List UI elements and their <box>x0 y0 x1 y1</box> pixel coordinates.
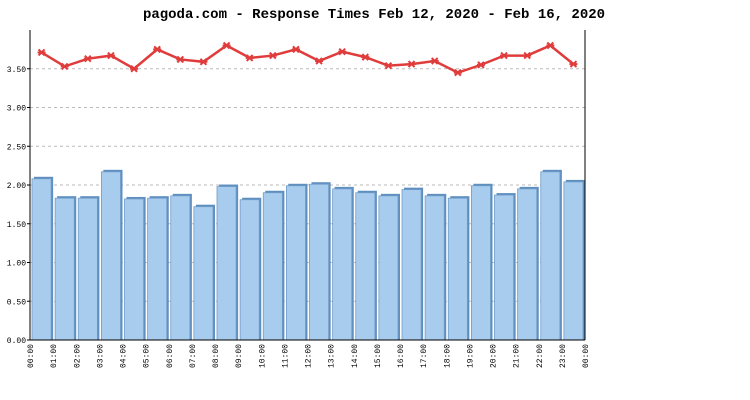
line-point <box>60 62 69 71</box>
chart-title: pagoda.com - Response Times Feb 12, 2020… <box>143 7 605 23</box>
bar <box>378 195 399 341</box>
x-tick-label: 04:00 <box>120 344 129 368</box>
x-tick-label: 01:00 <box>50 344 59 368</box>
y-tick-label: 0.00 <box>7 337 26 346</box>
bar <box>401 189 422 341</box>
x-tick-label: 14:00 <box>351 344 360 368</box>
line-point <box>384 61 393 70</box>
x-tick-label: 12:00 <box>305 344 314 368</box>
line-point <box>245 54 254 62</box>
bar <box>239 199 260 341</box>
bar <box>517 188 538 341</box>
bar <box>100 171 121 341</box>
line-point <box>130 65 139 73</box>
line-point <box>222 41 231 50</box>
line-point <box>453 68 462 77</box>
x-tick-label: 11:00 <box>281 344 290 368</box>
bar <box>447 197 468 341</box>
line-point <box>361 53 370 61</box>
x-tick-label: 13:00 <box>328 344 337 368</box>
line-point <box>268 51 277 60</box>
line-point <box>476 61 485 69</box>
bar <box>332 188 353 341</box>
bar <box>216 186 237 341</box>
line-point <box>569 60 578 68</box>
x-tick-label: 07:00 <box>189 344 198 368</box>
bar <box>262 192 283 341</box>
x-tick-label: 00:00 <box>582 344 591 368</box>
y-tick-label: 2.50 <box>7 143 26 152</box>
y-tick-label: 2.00 <box>7 182 26 191</box>
line-point <box>176 55 185 64</box>
bar <box>147 197 168 341</box>
x-tick-label: 03:00 <box>96 344 105 368</box>
x-tick-label: 23:00 <box>559 344 568 368</box>
x-tick-label: 15:00 <box>374 344 383 368</box>
y-tick-label: 3.50 <box>7 66 26 75</box>
x-tick-label: 02:00 <box>73 344 82 368</box>
y-tick-label: 3.00 <box>7 105 26 114</box>
line-point <box>546 41 555 50</box>
x-tick-label: 08:00 <box>212 344 221 368</box>
line-point <box>523 51 532 60</box>
line-point <box>83 54 92 63</box>
x-tick-label: 06:00 <box>166 344 175 368</box>
bar <box>355 192 376 341</box>
line-point <box>106 51 115 60</box>
line-point <box>199 58 208 66</box>
bar <box>124 198 145 341</box>
bar <box>54 197 75 341</box>
line-point <box>153 45 162 54</box>
y-tick-label: 0.50 <box>7 298 26 307</box>
x-tick-label: 00:00 <box>27 344 36 368</box>
bar <box>470 185 491 341</box>
y-tick-label: 1.00 <box>7 260 26 269</box>
x-tick-label: 16:00 <box>397 344 406 368</box>
bar <box>285 185 306 341</box>
bar <box>494 194 515 341</box>
bar <box>309 183 330 341</box>
line-point <box>291 45 300 54</box>
x-tick-label: 19:00 <box>466 344 475 368</box>
bar <box>77 197 98 341</box>
line-point <box>37 48 46 57</box>
x-tick-label: 22:00 <box>536 344 545 368</box>
x-tick-label: 18:00 <box>443 344 452 368</box>
bar <box>563 181 584 341</box>
bar <box>31 178 52 341</box>
line <box>40 44 575 74</box>
bar <box>424 195 445 341</box>
x-tick-label: 09:00 <box>235 344 244 368</box>
x-tick-label: 21:00 <box>513 344 522 368</box>
line-point <box>407 60 416 68</box>
x-tick-label: 10:00 <box>258 344 267 368</box>
bar <box>193 206 214 341</box>
line-point <box>315 57 324 65</box>
x-tick-label: 17:00 <box>420 344 429 368</box>
y-tick-label: 1.50 <box>7 221 26 230</box>
line-point <box>338 47 347 56</box>
x-tick-label: 20:00 <box>490 344 499 368</box>
x-tick-label: 05:00 <box>143 344 152 368</box>
line-point <box>500 51 509 60</box>
line-point <box>430 57 439 65</box>
bar <box>540 171 561 341</box>
bar <box>170 195 191 341</box>
